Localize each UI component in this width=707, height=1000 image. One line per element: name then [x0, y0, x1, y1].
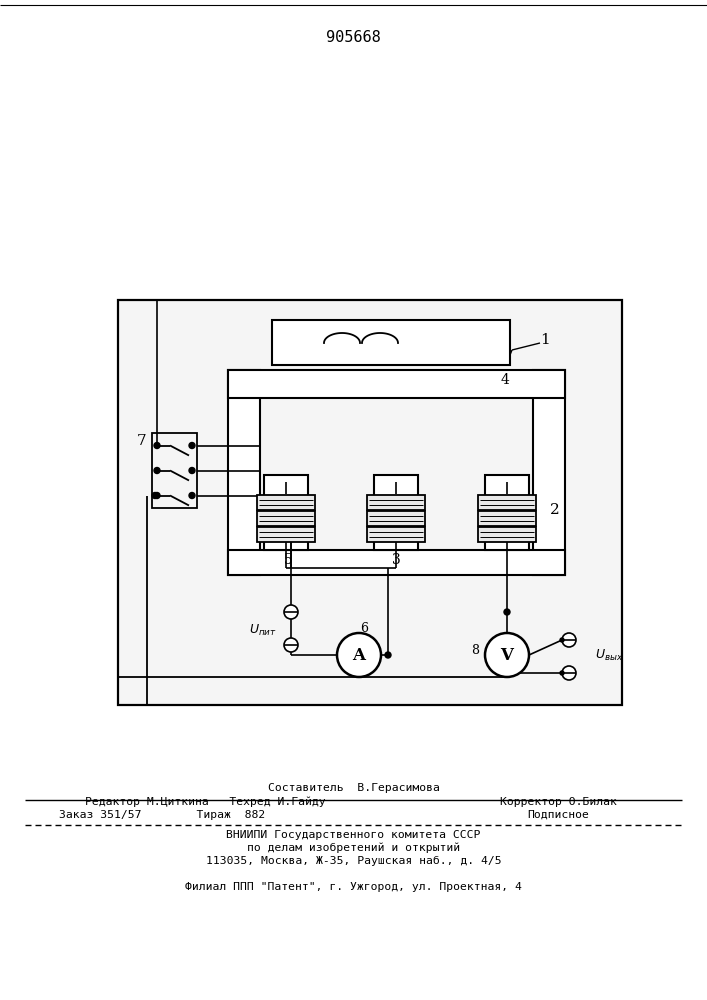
Bar	[228, 370, 260, 575]
Circle shape	[560, 638, 564, 642]
Circle shape	[485, 633, 529, 677]
Circle shape	[337, 633, 381, 677]
Bar	[264, 475, 308, 550]
Bar	[257, 511, 315, 526]
Text: 6: 6	[360, 621, 368, 635]
Circle shape	[284, 605, 298, 619]
Bar	[228, 370, 565, 398]
Bar	[367, 495, 425, 510]
Text: $U_{пит}$: $U_{пит}$	[249, 622, 277, 638]
Circle shape	[189, 442, 195, 448]
Bar	[533, 370, 565, 575]
Circle shape	[154, 492, 160, 498]
Text: ВНИИПИ Государственного комитета СССР: ВНИИПИ Государственного комитета СССР	[226, 830, 481, 840]
Circle shape	[560, 671, 564, 675]
Text: Корректор О.Билак: Корректор О.Билак	[500, 797, 617, 807]
Circle shape	[152, 492, 158, 498]
Text: V: V	[501, 647, 513, 664]
Text: Филиал ППП "Патент", г. Ужгород, ул. Проектная, 4: Филиал ППП "Патент", г. Ужгород, ул. Про…	[185, 882, 522, 892]
Text: Заказ 351/57        Тираж  882: Заказ 351/57 Тираж 882	[59, 810, 266, 820]
Circle shape	[562, 666, 576, 680]
Circle shape	[562, 633, 576, 647]
Circle shape	[189, 468, 195, 474]
Circle shape	[504, 609, 510, 615]
Bar	[478, 511, 536, 526]
Bar	[485, 475, 529, 550]
Text: 5: 5	[284, 553, 293, 567]
Bar	[152, 433, 197, 508]
Text: 113035, Москва, Ж-35, Раушская наб., д. 4/5: 113035, Москва, Ж-35, Раушская наб., д. …	[206, 856, 501, 866]
Text: 8: 8	[471, 644, 479, 656]
Text: 905668: 905668	[326, 29, 381, 44]
Circle shape	[385, 652, 391, 658]
Bar	[374, 475, 418, 550]
Text: Подписное: Подписное	[527, 810, 590, 820]
Text: 1: 1	[540, 333, 550, 347]
Bar	[478, 495, 536, 510]
Bar	[118, 300, 622, 705]
Circle shape	[284, 638, 298, 652]
Circle shape	[189, 492, 195, 498]
Text: A: A	[353, 647, 366, 664]
Bar	[367, 511, 425, 526]
Circle shape	[154, 442, 160, 448]
Bar	[367, 527, 425, 542]
Text: по делам изобретений и открытий: по делам изобретений и открытий	[247, 843, 460, 853]
Circle shape	[154, 468, 160, 474]
Text: Редактор М.Циткина   Техред И.Гайду: Редактор М.Циткина Техред И.Гайду	[85, 797, 325, 807]
Text: 7: 7	[137, 434, 147, 448]
Text: 3: 3	[392, 553, 400, 567]
Text: 4: 4	[501, 373, 510, 387]
Text: 2: 2	[550, 503, 560, 517]
Bar	[257, 495, 315, 510]
Bar	[272, 320, 510, 365]
Text: Составитель  В.Герасимова: Составитель В.Герасимова	[267, 783, 440, 793]
Bar	[257, 527, 315, 542]
Text: $U_{вых}$: $U_{вых}$	[595, 647, 624, 663]
Bar	[478, 527, 536, 542]
Bar	[228, 550, 565, 575]
